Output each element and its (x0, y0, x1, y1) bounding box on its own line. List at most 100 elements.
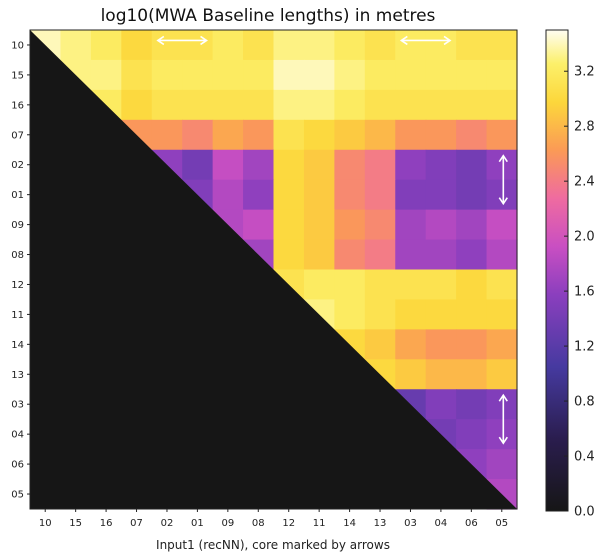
heatmap-cell (273, 149, 305, 181)
heatmap-cell (486, 59, 518, 91)
y-tick-label: 02 (11, 160, 24, 171)
x-tick-label: 07 (130, 518, 143, 529)
y-tick-label: 01 (11, 190, 24, 201)
heatmap-cell (334, 89, 366, 121)
heatmap-cell (425, 269, 457, 301)
heatmap-cell (486, 30, 518, 61)
heatmap-cell (212, 119, 244, 151)
heatmap-cell (395, 59, 427, 91)
heatmap-cell (121, 59, 153, 91)
heatmap-cell (425, 89, 457, 121)
colorbar-tick-label: 1.6 (574, 285, 595, 300)
heatmap-cell (364, 30, 396, 61)
heatmap-cell (303, 30, 335, 61)
masked-region (30, 30, 517, 509)
heatmap-cell (60, 30, 92, 61)
heatmap-cell (456, 209, 488, 241)
heatmap-cell (303, 59, 335, 91)
heatmap-cell (486, 329, 518, 360)
core-arrow-head (399, 35, 408, 46)
heatmap-cell (303, 209, 335, 241)
heatmap-cell (90, 59, 122, 91)
core-arrow-head (200, 35, 208, 46)
heatmap-cell (456, 329, 488, 360)
heatmap-cell (486, 449, 518, 480)
chart-title: log10(MWA Baseline lengths) in metres (101, 6, 436, 26)
heatmap-cell (456, 119, 488, 151)
heatmap-cell (212, 30, 244, 61)
heatmap-cell (486, 389, 518, 420)
x-tick-label: 16 (100, 518, 113, 529)
heatmap-cell (182, 119, 214, 151)
x-tick-label: 08 (252, 518, 265, 529)
heatmap-cell (395, 269, 427, 301)
heatmap-cell (395, 329, 427, 360)
y-tick-label: 05 (11, 490, 24, 501)
heatmap-cell (486, 119, 518, 151)
colorbar (545, 29, 569, 512)
core-arrow-head (498, 436, 508, 445)
heatmap-cell (456, 30, 488, 61)
heatmap-cell (456, 419, 488, 450)
heatmap-cell (364, 59, 396, 91)
x-tick-label: 12 (282, 518, 295, 529)
heatmap-cell (456, 179, 488, 211)
heatmap-cell (486, 149, 518, 181)
heatmap-cell (425, 359, 457, 390)
heatmap-cell (364, 209, 396, 241)
heatmap-cell (425, 149, 457, 181)
heatmap-cell (212, 59, 244, 91)
core-arrow-head (498, 393, 508, 402)
colorbar-tick-labels: 0.0 0.4 0.8 1.2 1.6 2.0 2.4 2.8 3.2 (564, 65, 595, 520)
x-tick-label: 03 (404, 518, 417, 529)
y-tick-label: 13 (11, 370, 24, 381)
heatmap-cell (486, 269, 518, 301)
heatmap-cell (182, 149, 214, 181)
heatmap-cell (486, 89, 518, 121)
heatmap-cell (395, 209, 427, 241)
heatmap-cell (425, 30, 457, 61)
heatmap-cell (243, 30, 275, 61)
heatmap-cell (212, 179, 244, 211)
heatmap-cell (425, 179, 457, 211)
heatmap-cell (212, 149, 244, 181)
heatmap-cell (273, 209, 305, 241)
y-tick-label: 08 (11, 250, 24, 261)
x-tick-label: 10 (39, 518, 52, 529)
core-arrow-head (156, 35, 165, 46)
heatmap-cell (243, 59, 275, 91)
colorbar-tick-label: 0.4 (574, 450, 595, 465)
core-arrow-head (498, 197, 508, 206)
heatmap-cell (334, 30, 366, 61)
x-tick-label: 01 (191, 518, 204, 529)
y-tick-label: 14 (11, 340, 24, 351)
heatmap-cell (486, 419, 518, 450)
y-tick-label: 09 (11, 220, 24, 231)
heatmap-cell (395, 359, 427, 390)
heatmap-cell (334, 239, 366, 271)
heatmap-cell (456, 239, 488, 271)
y-tick-label: 11 (11, 310, 24, 321)
heatmap-cell (273, 239, 305, 271)
heatmap-cell (334, 209, 366, 241)
heatmap-cell (364, 119, 396, 151)
heatmap-cell (303, 149, 335, 181)
heatmap-cell (303, 89, 335, 121)
plot-frame (29, 29, 518, 510)
heatmap-cell (182, 30, 214, 61)
x-tick-label: 04 (435, 518, 448, 529)
heatmap-cell (243, 89, 275, 121)
heatmap-cell (303, 269, 335, 301)
core-arrow-head (443, 35, 452, 46)
y-axis-tick-labels: 10 15 16 07 02 01 09 08 12 11 14 13 03 04 06 05 (11, 40, 30, 501)
x-tick-label: 13 (374, 518, 387, 529)
heatmap-cell (364, 239, 396, 271)
heatmap-cell (456, 299, 488, 330)
heatmap-cell (456, 89, 488, 121)
heatmap-cell (243, 209, 275, 241)
heatmap-cell (273, 179, 305, 211)
x-tick-label: 05 (495, 518, 508, 529)
heatmap-cell (395, 299, 427, 330)
heatmap-cell (364, 179, 396, 211)
